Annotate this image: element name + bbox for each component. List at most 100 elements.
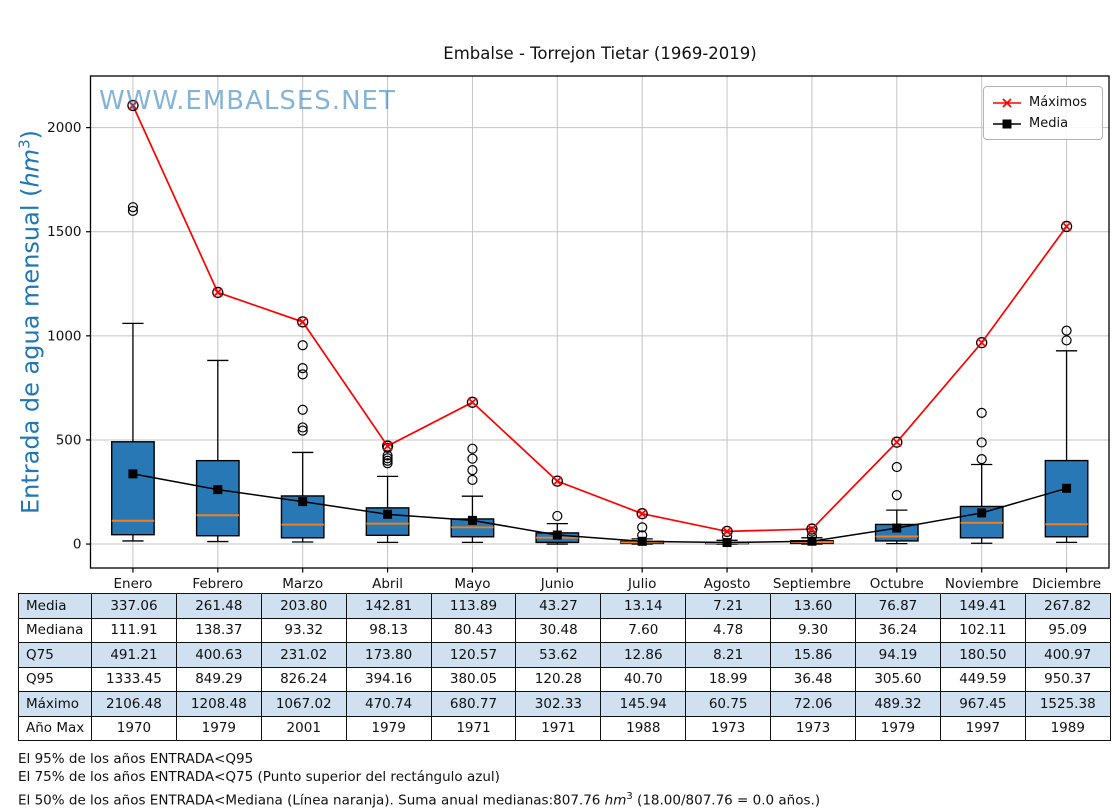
- table-row-label: Q95: [18, 666, 92, 692]
- svg-text:Septiembre: Septiembre: [773, 576, 851, 592]
- maximos-line-marker-icon: [993, 97, 1021, 108]
- watermark: WWW.EMBALSES.NET: [99, 86, 396, 116]
- table-cell: 60.75: [685, 691, 772, 717]
- table-cell: 1988: [600, 715, 687, 741]
- table-cell: 7.21: [685, 593, 772, 619]
- table-row-label: Q75: [18, 642, 92, 668]
- table-cell: 53.62: [515, 642, 602, 668]
- table-cell: 2106.48: [91, 691, 177, 717]
- table-cell: 967.45: [939, 691, 1026, 717]
- table-cell: 111.91: [91, 617, 177, 643]
- table-cell: 1979: [175, 715, 262, 741]
- table-cell: 18.99: [685, 666, 772, 692]
- table-row-label: Máximo: [18, 691, 92, 717]
- y-axis-label-text: Entrada de agua mensual (: [16, 187, 45, 514]
- table-cell: 13.14: [600, 593, 687, 619]
- table-cell: 231.02: [260, 642, 347, 668]
- svg-text:1500: 1500: [47, 224, 81, 240]
- legend-label-maximos: Máximos: [1029, 95, 1087, 110]
- table-cell: 93.32: [260, 617, 347, 643]
- legend-item-maximos: Máximos: [992, 92, 1094, 113]
- svg-text:Octubre: Octubre: [870, 576, 924, 592]
- table-cell: 113.89: [430, 593, 517, 619]
- table-cell: 1989: [1024, 715, 1111, 741]
- table-cell: 1979: [855, 715, 941, 741]
- table-cell: 98.13: [345, 617, 432, 643]
- table-cell: 80.43: [430, 617, 517, 643]
- svg-text:Febrero: Febrero: [192, 576, 243, 592]
- table-row: Q75 491.21 400.63 231.02 173.80 120.57 53.62 12…: [18, 642, 1111, 668]
- table-cell: 76.87: [855, 593, 941, 619]
- legend-item-media: Media: [992, 113, 1094, 134]
- legend: Máximos Media: [983, 86, 1103, 140]
- footnote-mediana-sup: 3: [626, 791, 633, 802]
- table-cell: 1970: [91, 715, 177, 741]
- table-cell: 261.48: [175, 593, 262, 619]
- y-axis-label: Entrada de agua mensual (hm3): [16, 130, 45, 514]
- svg-text:0: 0: [73, 537, 82, 553]
- svg-text:500: 500: [56, 432, 82, 448]
- table-cell: 1525.38: [1024, 691, 1111, 717]
- table-cell: 145.94: [600, 691, 687, 717]
- table-cell: 120.57: [430, 642, 517, 668]
- table-cell: 394.16: [345, 666, 432, 692]
- table-row-label: Año Max: [18, 715, 92, 741]
- table-cell: 449.59: [939, 666, 1026, 692]
- table-cell: 400.97: [1024, 642, 1111, 668]
- table-cell: 1973: [770, 715, 857, 741]
- table-cell: 102.11: [939, 617, 1026, 643]
- footnote-mediana-unit: hm: [604, 792, 627, 809]
- svg-text:Junio: Junio: [540, 576, 574, 592]
- table-cell: 1208.48: [175, 691, 262, 717]
- table-cell: 1971: [515, 715, 602, 741]
- table-cell: 12.86: [600, 642, 687, 668]
- table-row-label: Media: [18, 593, 92, 619]
- table-cell: 470.74: [345, 691, 432, 717]
- table-row: Mediana 111.91 138.37 93.32 98.13 80.43 30.48 7…: [18, 617, 1111, 643]
- table-cell: 36.24: [855, 617, 941, 643]
- svg-text:Agosto: Agosto: [704, 576, 751, 592]
- table-cell: 30.48: [515, 617, 602, 643]
- svg-text:Enero: Enero: [113, 576, 152, 592]
- table-cell: 302.33: [515, 691, 602, 717]
- table-cell: 4.78: [685, 617, 772, 643]
- svg-text:Mayo: Mayo: [454, 576, 490, 592]
- svg-text:Julio: Julio: [627, 576, 656, 592]
- table-cell: 849.29: [175, 666, 262, 692]
- footnotes: El 95% de los años ENTRADA<Q95 El 75% de…: [18, 750, 820, 810]
- media-line-marker-icon: [993, 119, 1021, 128]
- table-cell: 1333.45: [91, 666, 177, 692]
- boxplot-chart-canvas: 0 500 1000 1500 2000 Enero Febrero Marzo Abril Ma…: [47, 75, 1110, 592]
- table-row: Media 337.06 261.48 203.80 142.81 113.89 43.27…: [18, 593, 1111, 619]
- table-cell: 173.80: [345, 642, 432, 668]
- svg-text:2000: 2000: [47, 120, 81, 136]
- table-cell: 400.63: [175, 642, 262, 668]
- table-cell: 13.60: [770, 593, 857, 619]
- svg-text:Diciembre: Diciembre: [1032, 576, 1101, 592]
- table-cell: 2001: [260, 715, 347, 741]
- svg-text:Abril: Abril: [372, 576, 403, 592]
- table-cell: 203.80: [260, 593, 347, 619]
- table-row: Máximo 2106.48 1208.48 1067.02 470.74 680.77 3…: [18, 691, 1111, 717]
- footnote-mediana-text: El 50% de los años ENTRADA<Mediana (Líne…: [18, 792, 605, 809]
- y-axis-label-sup: 3: [15, 139, 34, 149]
- table-cell: 8.21: [685, 642, 772, 668]
- svg-text:Marzo: Marzo: [282, 576, 323, 592]
- table-cell: 1997: [939, 715, 1026, 741]
- table-row: Q95 1333.45 849.29 826.24 394.16 380.05 120.28…: [18, 666, 1111, 692]
- table-cell: 142.81: [345, 593, 432, 619]
- table-cell: 94.19: [855, 642, 941, 668]
- y-axis-label-unit: hm: [16, 148, 45, 188]
- footnote-q75: El 75% de los años ENTRADA<Q75 (Punto su…: [18, 769, 500, 785]
- table-cell: 1067.02: [260, 691, 347, 717]
- table-cell: 180.50: [939, 642, 1026, 668]
- footnote-mediana: El 50% de los años ENTRADA<Mediana (Líne…: [18, 788, 820, 810]
- table-cell: 36.48: [770, 666, 857, 692]
- table-cell: 72.06: [770, 691, 857, 717]
- table-cell: 149.41: [939, 593, 1026, 619]
- footnote-mediana-close: (18.00/807.76 = 0.0 años.): [632, 792, 821, 809]
- table-cell: 680.77: [430, 691, 517, 717]
- table-cell: 120.28: [515, 666, 602, 692]
- table-cell: 1973: [685, 715, 772, 741]
